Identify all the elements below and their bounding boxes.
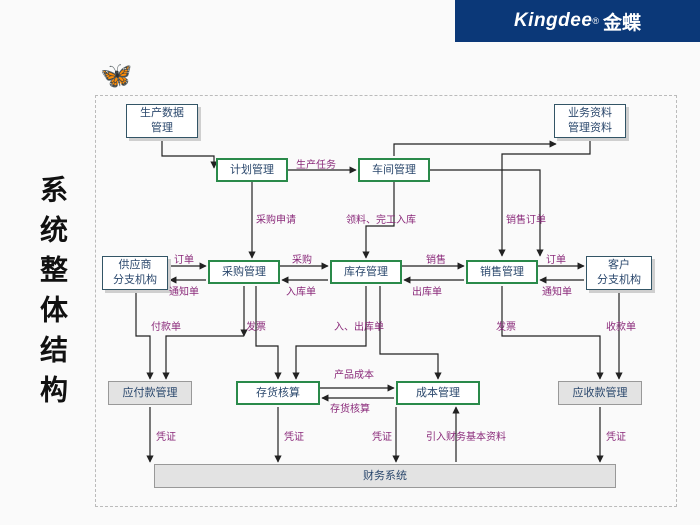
lbl-material-in: 领料、完工入库 — [346, 211, 416, 226]
node-cost: 成本管理 — [396, 381, 480, 405]
node-stock-acct: 存货核算 — [236, 381, 320, 405]
lbl-order1: 订单 — [174, 251, 194, 266]
lbl-sales-order: 销售订单 — [506, 211, 546, 226]
page-title: 系统整体结构 — [32, 175, 72, 415]
node-supplier: 供应商 分支机构 — [102, 256, 168, 290]
diagram-canvas: 生产数据 管理 业务资料 管理资料 计划管理 车间管理 供应商 分支机构 采购管… — [95, 95, 677, 507]
lbl-pay-bill: 付款单 — [151, 318, 181, 333]
lbl-purch-req: 采购申请 — [256, 211, 296, 226]
node-sales: 销售管理 — [466, 260, 538, 284]
lbl-in-out: 入、出库单 — [334, 318, 384, 333]
lbl-notice2: 通知单 — [542, 283, 572, 298]
node-ap: 应付款管理 — [108, 381, 192, 405]
node-finance: 财务系统 — [154, 464, 616, 488]
lbl-invoice2: 发票 — [496, 318, 516, 333]
brand-header: Kingdee® 金蝶 — [455, 0, 700, 42]
node-prod-data: 生产数据 管理 — [126, 104, 198, 138]
node-purchase: 采购管理 — [208, 260, 280, 284]
node-customer: 客户 分支机构 — [586, 256, 652, 290]
lbl-stock-acct: 存货核算 — [330, 400, 370, 415]
lbl-import-fin: 引入财务基本资料 — [426, 428, 506, 443]
lbl-v4: 凭证 — [606, 428, 626, 443]
node-inventory: 库存管理 — [330, 260, 402, 284]
node-workshop: 车间管理 — [358, 158, 430, 182]
lbl-out-bill: 出库单 — [412, 283, 442, 298]
node-biz-data: 业务资料 管理资料 — [554, 104, 626, 138]
logo-reg: ® — [592, 16, 599, 26]
lbl-v1: 凭证 — [156, 428, 176, 443]
butterfly-icon: 🦋 — [100, 60, 132, 91]
lbl-prod-cost: 产品成本 — [334, 366, 374, 381]
lbl-v3: 凭证 — [372, 428, 392, 443]
lbl-invoice1: 发票 — [246, 318, 266, 333]
node-ar: 应收款管理 — [558, 381, 642, 405]
logo-en: Kingdee — [514, 10, 592, 32]
lbl-recv-bill: 收款单 — [606, 318, 636, 333]
lbl-order2: 订单 — [546, 251, 566, 266]
logo-cn: 金蝶 — [603, 8, 641, 35]
lbl-prod-task: 生产任务 — [296, 156, 336, 171]
lbl-v2: 凭证 — [284, 428, 304, 443]
lbl-sales: 销售 — [426, 251, 446, 266]
lbl-notice1: 通知单 — [169, 283, 199, 298]
lbl-purchase: 采购 — [292, 251, 312, 266]
node-plan: 计划管理 — [216, 158, 288, 182]
lbl-in-bill: 入库单 — [286, 283, 316, 298]
